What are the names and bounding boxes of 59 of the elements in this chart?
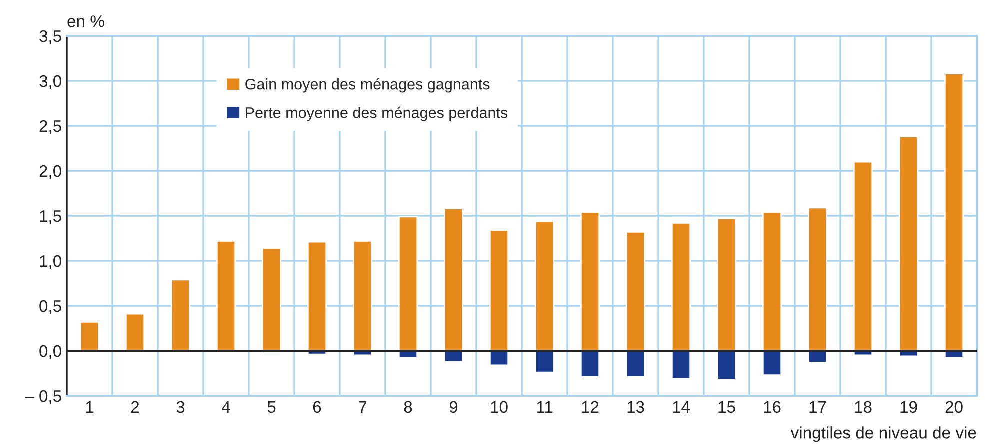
x-tick-label: 2 — [131, 401, 140, 413]
bar — [534, 350, 555, 374]
x-tick-label: 9 — [450, 401, 458, 414]
x-tick-label: 16 — [764, 401, 781, 414]
x-tick-label: 15 — [718, 401, 736, 414]
x-tick-label: 11 — [537, 401, 553, 413]
x-tick-label: 10 — [491, 401, 508, 414]
legend-label: Gain moyen des ménages gagnants — [246, 78, 490, 93]
bar — [716, 350, 737, 380]
x-tick-label: 19 — [900, 401, 918, 414]
x-axis-title: vingtiles de niveau de vie — [790, 426, 976, 442]
bar — [170, 279, 191, 352]
y-tick-label: 0,5 — [40, 300, 62, 314]
x-tick-label: 8 — [404, 401, 412, 414]
y-tick-label: 2,5 — [40, 120, 62, 134]
bar — [125, 313, 146, 352]
bar — [944, 73, 964, 352]
bar — [80, 322, 100, 352]
bar — [216, 240, 236, 352]
bar — [580, 212, 600, 352]
x-tick-label: 12 — [582, 401, 599, 413]
y-tick-label: 1,0 — [40, 255, 62, 270]
bar — [444, 208, 464, 352]
x-tick-label: 4 — [222, 401, 230, 413]
x-tick-label: 3 — [176, 401, 185, 414]
y-tick-label: 2,0 — [40, 165, 62, 180]
y-axis-title: en % — [68, 16, 104, 28]
x-tick-label: 14 — [673, 401, 690, 413]
y-tick-label: 1,5 — [40, 210, 62, 224]
bar — [808, 207, 828, 352]
bar — [671, 222, 692, 352]
x-tick-label: 13 — [628, 401, 644, 414]
x-tick-label: 1 — [86, 401, 94, 413]
bar — [716, 218, 737, 352]
bar — [580, 350, 600, 378]
bar — [853, 161, 874, 352]
bar — [352, 240, 373, 352]
y-tick-label: 0,0 — [40, 345, 62, 360]
bar — [534, 220, 555, 352]
bar — [398, 216, 418, 352]
bar — [262, 248, 282, 352]
x-tick-label: 6 — [313, 401, 322, 414]
x-tick-label: 5 — [268, 401, 276, 414]
bar — [626, 350, 646, 378]
x-tick-label: 7 — [358, 401, 367, 413]
x-tick-label: 20 — [946, 401, 963, 414]
bar — [671, 350, 692, 380]
bar — [762, 350, 782, 376]
y-tick-label: 3,0 — [40, 75, 62, 90]
bar — [489, 230, 510, 352]
bar — [307, 241, 328, 352]
bar — [762, 212, 782, 352]
x-tick-label: 17 — [810, 401, 826, 413]
y-tick-label: – 0,5 — [25, 390, 62, 404]
y-tick-label: 3,5 — [40, 30, 62, 44]
x-tick-label: 18 — [855, 401, 872, 414]
bar — [898, 136, 919, 352]
bar — [626, 232, 646, 352]
legend-label: Perte moyenne des ménages perdants — [246, 106, 508, 122]
